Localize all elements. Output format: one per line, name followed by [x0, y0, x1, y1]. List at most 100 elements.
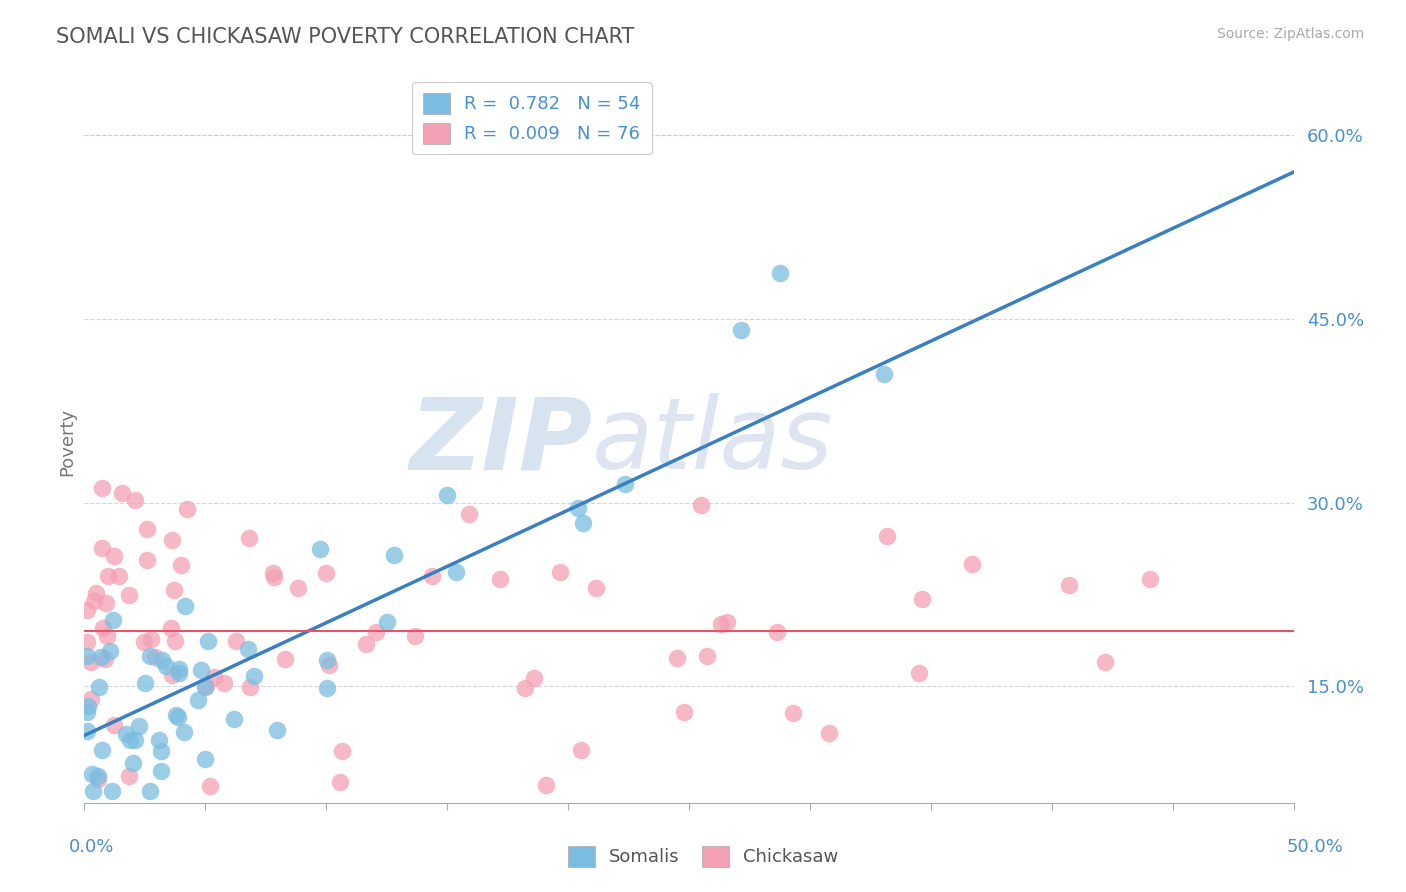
Point: [122, 756, 145, 771]
Point: [169, 663, 191, 677]
Point: [548, 565, 571, 579]
Point: [160, 621, 183, 635]
Point: [97, 569, 120, 583]
Point: [567, 501, 589, 516]
Point: [198, 779, 221, 793]
Point: [139, 632, 162, 646]
Point: [155, 658, 177, 673]
Point: [238, 531, 260, 545]
Point: [613, 477, 636, 491]
Point: [77, 698, 100, 713]
Point: [876, 529, 898, 543]
Point: [236, 641, 259, 656]
Point: [222, 712, 245, 726]
Point: [274, 651, 297, 665]
Point: [91, 743, 114, 757]
Point: [315, 653, 337, 667]
Point: [165, 633, 187, 648]
Point: [128, 719, 150, 733]
Point: [150, 744, 173, 758]
Point: [84, 586, 107, 600]
Point: [76, 648, 98, 663]
Point: [1094, 655, 1116, 669]
Text: SOMALI VS CHICKASAW POVERTY CORRELATION CHART: SOMALI VS CHICKASAW POVERTY CORRELATION …: [56, 27, 634, 46]
Point: [420, 569, 443, 583]
Point: [908, 666, 931, 681]
Point: [166, 710, 188, 724]
Point: [176, 502, 198, 516]
Point: [194, 752, 217, 766]
Point: [134, 675, 156, 690]
Point: [534, 778, 557, 792]
Point: [132, 635, 155, 649]
Point: [309, 541, 332, 556]
Point: [366, 624, 388, 639]
Point: [263, 570, 285, 584]
Point: [108, 569, 131, 583]
Point: [266, 723, 288, 737]
Point: [90, 649, 112, 664]
Point: [817, 726, 839, 740]
Point: [117, 769, 139, 783]
Point: [716, 615, 738, 629]
Point: [1057, 577, 1080, 591]
Point: [1139, 572, 1161, 586]
Point: [76, 635, 98, 649]
Point: [730, 323, 752, 337]
Point: [202, 670, 225, 684]
Point: [120, 733, 142, 747]
Point: [404, 629, 426, 643]
Point: [91, 621, 114, 635]
Point: [143, 649, 166, 664]
Point: [173, 724, 195, 739]
Point: [76, 723, 98, 738]
Point: [87, 680, 110, 694]
Point: [124, 492, 146, 507]
Point: [115, 727, 138, 741]
Point: [124, 733, 146, 747]
Point: [375, 615, 398, 629]
Point: [197, 633, 219, 648]
Point: [262, 566, 284, 580]
Point: [488, 572, 510, 586]
Point: [80, 692, 103, 706]
Point: [160, 533, 183, 547]
Point: [696, 649, 718, 664]
Point: [163, 582, 186, 597]
Point: [354, 636, 377, 650]
Point: [150, 653, 173, 667]
Point: [94, 596, 117, 610]
Point: [330, 744, 353, 758]
Text: Source: ZipAtlas.com: Source: ZipAtlas.com: [1216, 27, 1364, 41]
Point: [243, 669, 266, 683]
Point: [96, 629, 118, 643]
Point: [436, 488, 458, 502]
Text: 0.0%: 0.0%: [69, 838, 114, 855]
Legend: R =  0.782   N = 54, R =  0.009   N = 76: R = 0.782 N = 54, R = 0.009 N = 76: [412, 82, 651, 154]
Point: [911, 591, 934, 606]
Point: [523, 671, 546, 685]
Point: [162, 668, 184, 682]
Point: [150, 764, 173, 778]
Text: 50.0%: 50.0%: [1286, 838, 1343, 855]
Point: [318, 657, 340, 672]
Point: [148, 733, 170, 747]
Point: [212, 676, 235, 690]
Point: [444, 566, 467, 580]
Point: [769, 266, 792, 280]
Point: [672, 705, 695, 719]
Point: [165, 708, 187, 723]
Text: atlas: atlas: [592, 393, 834, 490]
Point: [135, 522, 157, 536]
Point: [315, 566, 337, 581]
Point: [382, 549, 405, 563]
Y-axis label: Poverty: Poverty: [58, 408, 76, 475]
Point: [136, 553, 159, 567]
Point: [101, 613, 124, 627]
Point: [665, 651, 688, 665]
Point: [170, 558, 193, 572]
Point: [187, 692, 209, 706]
Point: [690, 498, 713, 512]
Point: [287, 581, 309, 595]
Point: [82, 783, 104, 797]
